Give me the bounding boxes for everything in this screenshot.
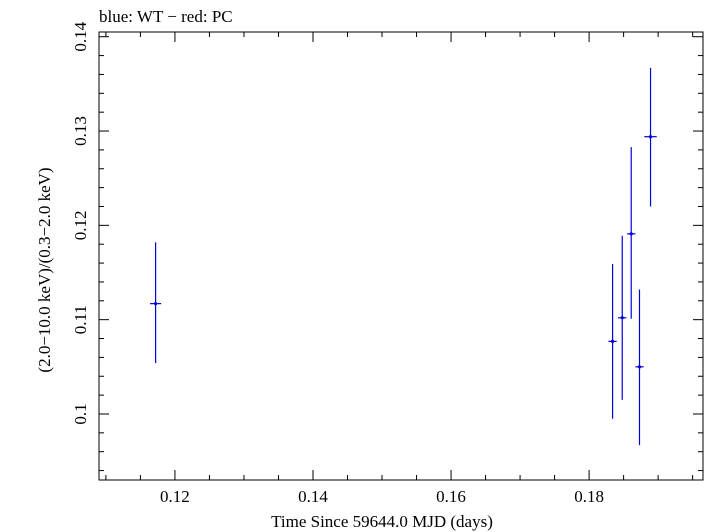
data-point bbox=[644, 67, 657, 207]
data-marker bbox=[637, 365, 642, 369]
axis-ticks bbox=[99, 32, 703, 480]
data-point bbox=[635, 289, 644, 446]
x-tick-label: 0.18 bbox=[574, 487, 604, 506]
y-axis-label: (2.0−10.0 keV)/(0.3−2.0 keV) bbox=[35, 167, 54, 372]
data-point bbox=[150, 242, 162, 364]
x-tick-label: 0.16 bbox=[436, 487, 466, 506]
data-marker bbox=[154, 302, 158, 306]
y-tick-label: 0.1 bbox=[71, 403, 90, 424]
data-points bbox=[150, 67, 657, 446]
data-point bbox=[627, 147, 636, 319]
chart-title: blue: WT − red: PC bbox=[99, 7, 233, 26]
tick-labels: 0.12 0.14 0.16 0.18 0.1 0.11 0.12 0.13 0.14 bbox=[71, 21, 604, 506]
x-tick-label: 0.12 bbox=[160, 487, 190, 506]
y-tick-label: 0.11 bbox=[71, 305, 90, 334]
data-marker bbox=[620, 316, 624, 320]
data-marker bbox=[629, 232, 633, 236]
data-marker bbox=[648, 135, 653, 139]
data-marker bbox=[610, 339, 615, 343]
y-tick-label: 0.13 bbox=[71, 116, 90, 146]
data-point bbox=[608, 264, 617, 419]
x-axis-label: Time Since 59644.0 MJD (days) bbox=[271, 512, 493, 531]
data-point bbox=[618, 235, 627, 400]
y-tick-label: 0.14 bbox=[71, 21, 90, 51]
y-tick-label: 0.12 bbox=[71, 210, 90, 240]
x-tick-label: 0.14 bbox=[298, 487, 328, 506]
plot-frame bbox=[98, 31, 704, 481]
